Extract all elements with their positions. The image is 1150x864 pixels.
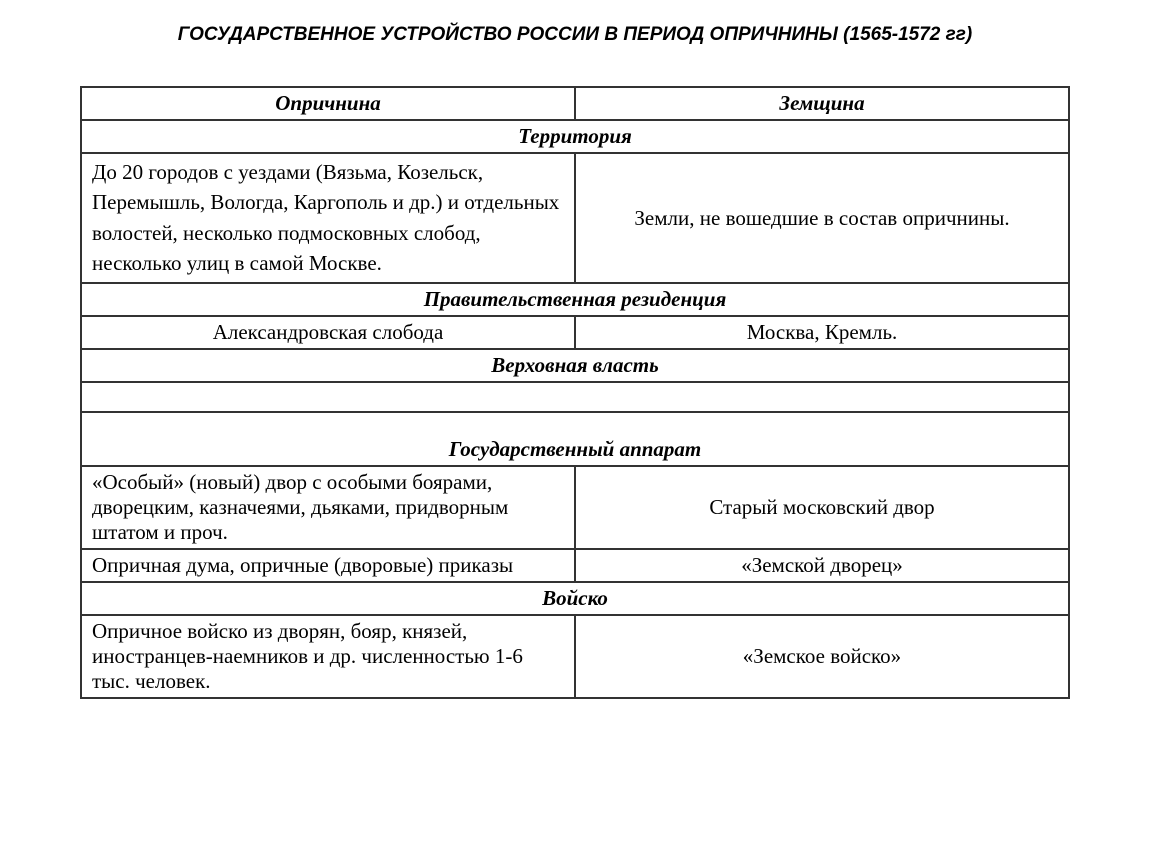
section-header-residence: Правительственная резиденция <box>81 283 1069 316</box>
section-header-apparatus: Государственный аппарат <box>81 412 1069 466</box>
section-header-row: Государственный аппарат <box>81 412 1069 466</box>
column-header-oprichnina: Опричнина <box>81 87 575 120</box>
cell-apparatus-left-2: Опричная дума, опричные (дворовые) прика… <box>81 549 575 582</box>
section-header-row: Правительственная резиденция <box>81 283 1069 316</box>
cell-supreme-power-empty <box>81 382 1069 412</box>
cell-apparatus-left-1: «Особый» (новый) двор с особыми боярами,… <box>81 466 575 549</box>
cell-army-right: «Земское войско» <box>575 615 1069 698</box>
table-row-empty <box>81 382 1069 412</box>
cell-apparatus-right-1: Старый московский двор <box>575 466 1069 549</box>
table-row: Опричное войско из дворян, бояр, князей,… <box>81 615 1069 698</box>
table-row: Опричная дума, опричные (дворовые) прика… <box>81 549 1069 582</box>
section-header-row: Верховная власть <box>81 349 1069 382</box>
table-row: Александровская слобода Москва, Кремль. <box>81 316 1069 349</box>
cell-army-left: Опричное войско из дворян, бояр, князей,… <box>81 615 575 698</box>
section-header-army: Войско <box>81 582 1069 615</box>
column-header-zemshchina: Земщина <box>575 87 1069 120</box>
table-row: «Особый» (новый) двор с особыми боярами,… <box>81 466 1069 549</box>
table-row: До 20 городов с уездами (Вязьма, Козельс… <box>81 153 1069 283</box>
section-header-row: Территория <box>81 120 1069 153</box>
table-body: Опричнина Земщина Территория До 20 город… <box>81 87 1069 698</box>
cell-territory-right: Земли, не вошедшие в состав опричнины. <box>575 153 1069 283</box>
cell-residence-left: Александровская слобода <box>81 316 575 349</box>
table-header-row: Опричнина Земщина <box>81 87 1069 120</box>
cell-territory-left: До 20 городов с уездами (Вязьма, Козельс… <box>81 153 575 283</box>
page: ГОСУДАРСТВЕННОЕ УСТРОЙСТВО РОССИИ В ПЕРИ… <box>0 0 1150 739</box>
cell-residence-right: Москва, Кремль. <box>575 316 1069 349</box>
comparison-table: Опричнина Земщина Территория До 20 город… <box>80 86 1070 699</box>
page-title: ГОСУДАРСТВЕННОЕ УСТРОЙСТВО РОССИИ В ПЕРИ… <box>80 24 1070 46</box>
section-header-territory: Территория <box>81 120 1069 153</box>
cell-apparatus-right-2: «Земской дворец» <box>575 549 1069 582</box>
section-header-supreme-power: Верховная власть <box>81 349 1069 382</box>
section-header-row: Войско <box>81 582 1069 615</box>
